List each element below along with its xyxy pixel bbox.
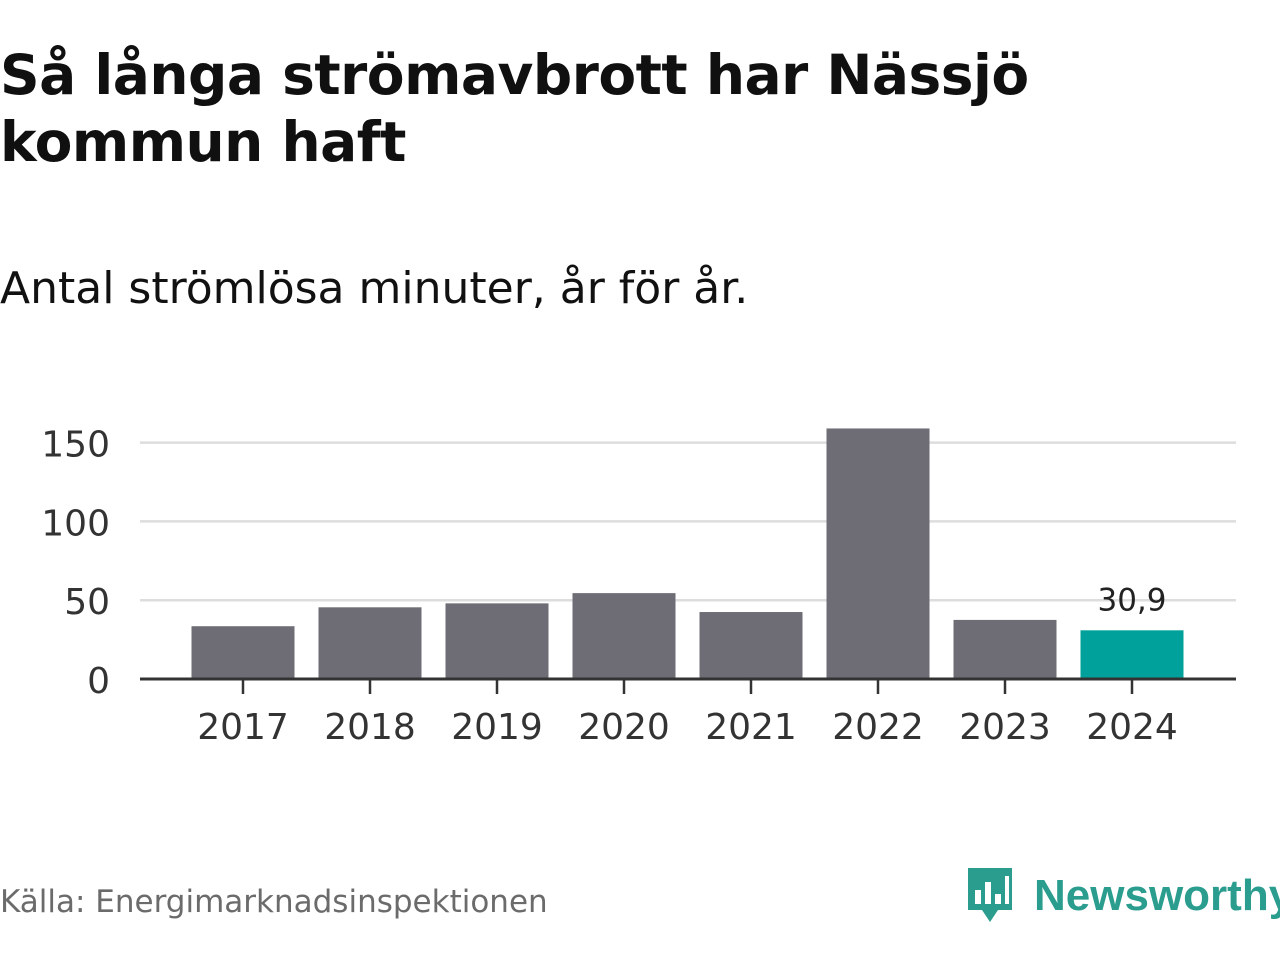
x-tick-label-2018: 2018: [324, 707, 416, 748]
y-tick-label-100: 100: [41, 503, 110, 544]
y-tick-label-150: 150: [41, 425, 110, 466]
chart-subtitle: Antal strömlösa minuter, år för år.: [0, 263, 749, 314]
bar-2018: [318, 607, 422, 679]
bar-2021: [699, 612, 803, 679]
newsworthy-logo-icon: [968, 868, 1012, 922]
x-tick-label-2021: 2021: [705, 707, 797, 748]
brand-name: Newsworthy: [1034, 871, 1280, 920]
y-tick-label-50: 50: [64, 582, 110, 623]
y-tick-label-0: 0: [87, 661, 110, 702]
bar-2023: [953, 619, 1057, 679]
x-tick-label-2023: 2023: [959, 707, 1051, 748]
bar-chart: 0 50 100 150 2017 2018 2019 2020 2021 2022 2023 202…: [41, 425, 1236, 748]
data-label-2024: 30,9: [1097, 582, 1166, 618]
x-tick-label-2019: 2019: [451, 707, 543, 748]
bar-2024: [1080, 630, 1184, 679]
x-tick-label-2024: 2024: [1086, 707, 1178, 748]
newsworthy-brand: Newsworthy: [964, 864, 1280, 928]
x-tick-label-2020: 2020: [578, 707, 670, 748]
chart-title: Så långa strömavbrott har Nässjö kommun …: [0, 43, 1029, 174]
bar-2022: [826, 428, 930, 679]
x-tick-label-2022: 2022: [832, 707, 924, 748]
source-note: Källa: Energimarknadsinspektionen: [0, 884, 548, 920]
bar-2017: [191, 626, 295, 679]
x-tick-label-2017: 2017: [197, 707, 289, 748]
bar-2020: [572, 593, 676, 679]
bar-2019: [445, 603, 549, 679]
